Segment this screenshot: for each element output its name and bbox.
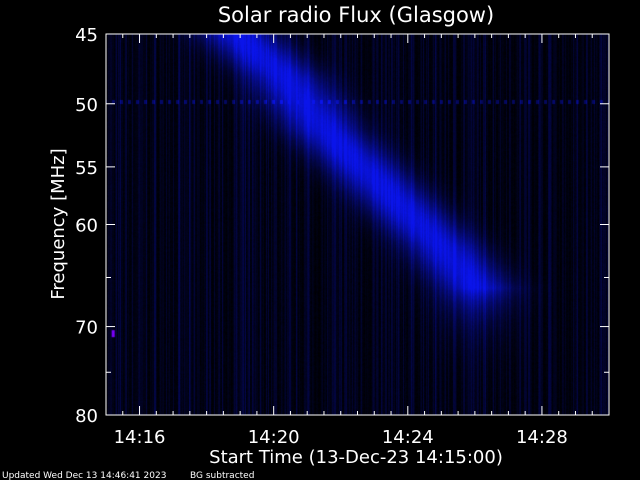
y-tick-label: 50 [75, 95, 98, 116]
bg-subtracted-note: BG subtracted [190, 471, 254, 480]
y-tick-label: 70 [75, 318, 98, 339]
y-tick-label: 55 [75, 158, 98, 179]
x-tick-label: 14:20 [248, 427, 300, 448]
plot-frame [105, 33, 610, 416]
chart-title: Solar radio Flux (Glasgow) [218, 3, 494, 27]
y-tick-label: 45 [75, 25, 98, 46]
y-axis-label: Frequency [MHz] [48, 148, 69, 299]
y-tick-label: 80 [75, 406, 98, 427]
axis-ticks [106, 33, 609, 416]
x-tick-label: 14:16 [114, 427, 166, 448]
updated-timestamp: Updated Wed Dec 13 14:46:41 2023 [2, 471, 166, 480]
x-tick-label: 14:28 [516, 427, 568, 448]
x-tick-label: 14:24 [382, 427, 434, 448]
y-tick-label: 60 [75, 216, 98, 237]
x-axis-label: Start Time (13-Dec-23 14:15:00) [209, 447, 503, 468]
